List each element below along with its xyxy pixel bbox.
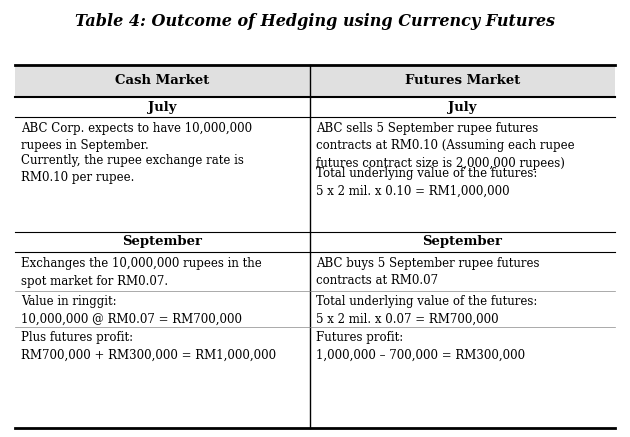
Text: July: July (148, 101, 177, 114)
Text: Value in ringgit:
10,000,000 @ RM0.07 = RM700,000: Value in ringgit: 10,000,000 @ RM0.07 = … (21, 295, 242, 326)
Text: July: July (449, 101, 477, 114)
Text: Cash Market: Cash Market (115, 74, 210, 87)
Text: Futures Market: Futures Market (405, 74, 520, 87)
Bar (15, 65, 615, 97)
Text: Futures profit:
1,000,000 – 700,000 = RM300,000: Futures profit: 1,000,000 – 700,000 = RM… (316, 331, 525, 361)
Text: September: September (122, 236, 202, 249)
Text: Currently, the rupee exchange rate is
RM0.10 per rupee.: Currently, the rupee exchange rate is RM… (21, 154, 244, 184)
Text: Table 4: Outcome of Hedging using Currency Futures: Table 4: Outcome of Hedging using Curren… (75, 14, 555, 31)
Text: Total underlying value of the futures:
5 x 2 mil. x 0.07 = RM700,000: Total underlying value of the futures: 5… (316, 295, 537, 326)
Text: ABC Corp. expects to have 10,000,000
rupees in September.: ABC Corp. expects to have 10,000,000 rup… (21, 122, 252, 153)
Text: Plus futures profit:
RM700,000 + RM300,000 = RM1,000,000: Plus futures profit: RM700,000 + RM300,0… (21, 331, 276, 361)
Text: September: September (423, 236, 503, 249)
Text: Total underlying value of the futures:
5 x 2 mil. x 0.10 = RM1,000,000: Total underlying value of the futures: 5… (316, 167, 537, 198)
Text: ABC sells 5 September rupee futures
contracts at RM0.10 (Assuming each rupee
fut: ABC sells 5 September rupee futures cont… (316, 122, 575, 170)
Text: ABC buys 5 September rupee futures
contracts at RM0.07: ABC buys 5 September rupee futures contr… (316, 257, 539, 288)
Text: Exchanges the 10,000,000 rupees in the
spot market for RM0.07.: Exchanges the 10,000,000 rupees in the s… (21, 257, 261, 288)
